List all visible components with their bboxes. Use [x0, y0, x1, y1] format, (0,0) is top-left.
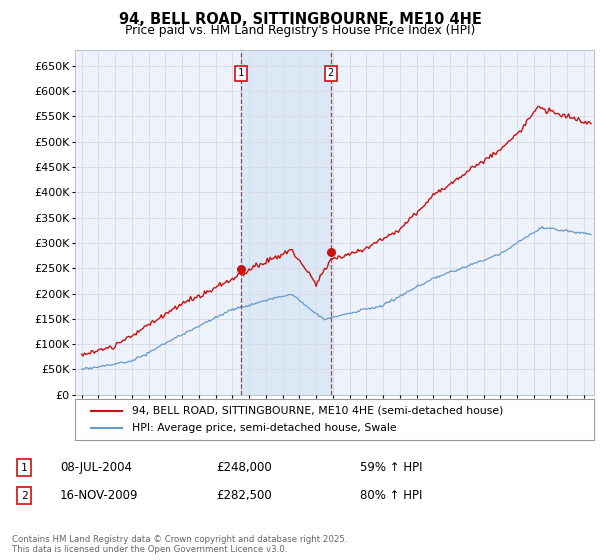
Text: 16-NOV-2009: 16-NOV-2009 [60, 489, 139, 502]
Text: 59% ↑ HPI: 59% ↑ HPI [360, 461, 422, 474]
Text: 1: 1 [238, 68, 244, 78]
Text: 08-JUL-2004: 08-JUL-2004 [60, 461, 132, 474]
Text: 94, BELL ROAD, SITTINGBOURNE, ME10 4HE: 94, BELL ROAD, SITTINGBOURNE, ME10 4HE [119, 12, 481, 27]
Text: 1: 1 [20, 463, 28, 473]
Text: 94, BELL ROAD, SITTINGBOURNE, ME10 4HE (semi-detached house): 94, BELL ROAD, SITTINGBOURNE, ME10 4HE (… [132, 405, 503, 416]
Text: 2: 2 [20, 491, 28, 501]
Text: 2: 2 [328, 68, 334, 78]
Text: Contains HM Land Registry data © Crown copyright and database right 2025.
This d: Contains HM Land Registry data © Crown c… [12, 535, 347, 554]
Text: £248,000: £248,000 [216, 461, 272, 474]
Text: £282,500: £282,500 [216, 489, 272, 502]
Text: Price paid vs. HM Land Registry's House Price Index (HPI): Price paid vs. HM Land Registry's House … [125, 24, 475, 36]
Bar [241, 50, 331, 395]
Text: HPI: Average price, semi-detached house, Swale: HPI: Average price, semi-detached house,… [132, 423, 397, 433]
Text: 80% ↑ HPI: 80% ↑ HPI [360, 489, 422, 502]
